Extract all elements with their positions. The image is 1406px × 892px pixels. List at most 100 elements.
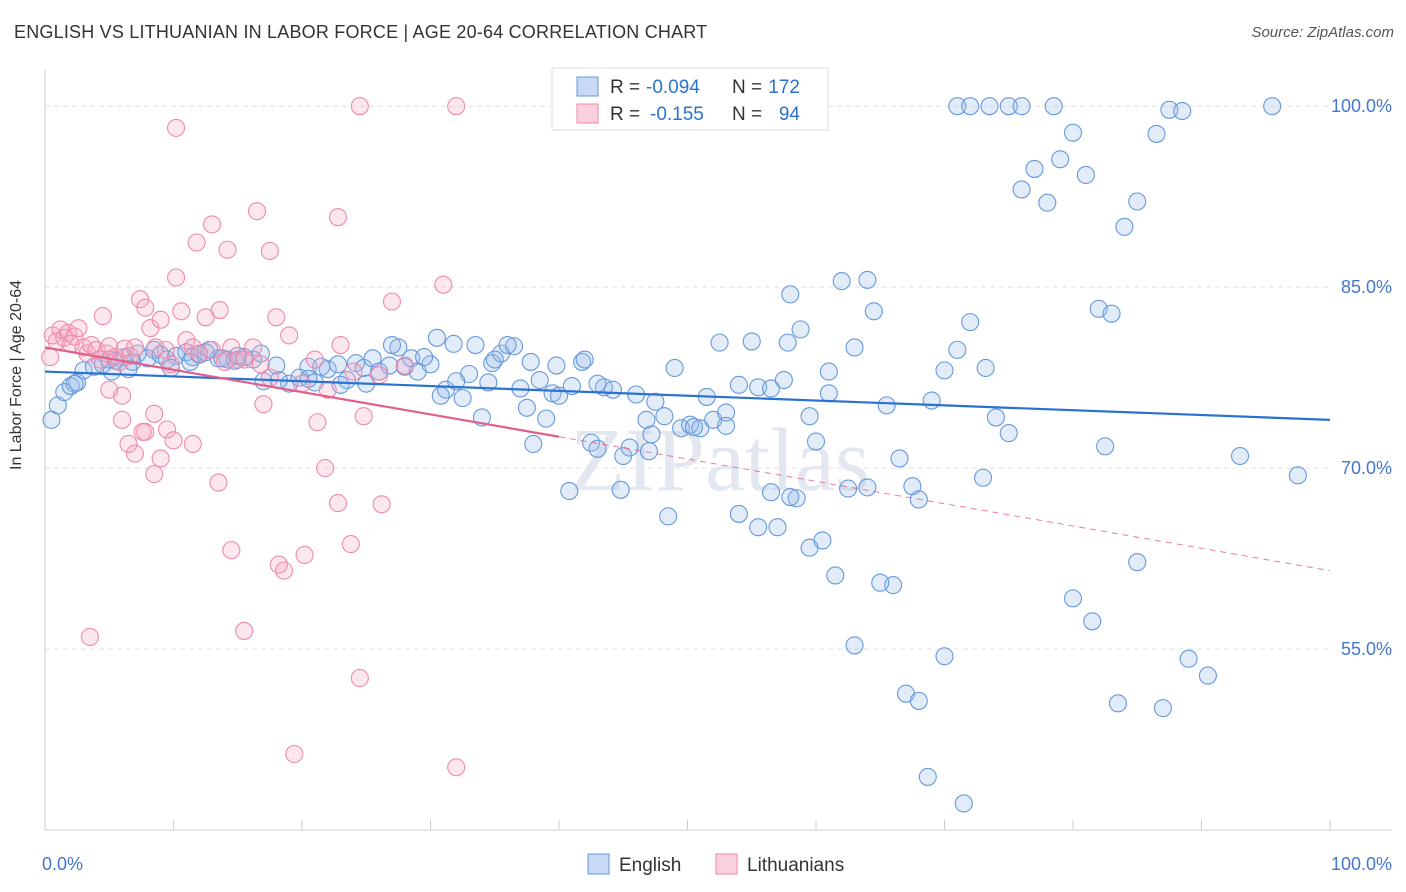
lithuanians-point-64 [113, 410, 132, 429]
english-point-190 [778, 333, 797, 352]
lithuanians-point-75 [235, 621, 254, 641]
english-point-90 [806, 432, 826, 451]
english-point-85 [761, 379, 781, 398]
chart-title: ENGLISH VS LITHUANIAN IN LABOR FORCE | A… [14, 22, 708, 42]
english-point-178 [588, 374, 607, 393]
english-point-139 [1096, 437, 1115, 456]
english-point-109 [1051, 150, 1070, 169]
english-point-141 [1128, 553, 1147, 572]
english-point-134 [999, 97, 1018, 116]
lithuanians-point-40 [235, 350, 254, 369]
english-point-82 [729, 375, 748, 394]
english-point-57 [521, 352, 540, 371]
english-point-115 [1128, 192, 1147, 211]
english-point-186 [431, 386, 450, 405]
legend-n-value-english: 172 [768, 77, 800, 98]
y-tick-label-1: 70.0% [1341, 458, 1392, 478]
english-point-174 [864, 302, 883, 321]
english-point-172 [871, 573, 890, 592]
english-point-130 [935, 647, 954, 666]
lithuanians-point-76 [254, 395, 273, 414]
lithuanians-point-78 [274, 561, 294, 580]
english-point-119 [761, 483, 781, 502]
lithuanians-point-69 [151, 449, 170, 468]
english-point-37 [354, 358, 373, 378]
english-point-123 [826, 566, 845, 585]
english-point-110 [1063, 123, 1083, 142]
lithuanians-point-66 [125, 444, 144, 463]
english-point-107 [1025, 159, 1044, 178]
english-point-181 [382, 335, 402, 355]
lithuanians-point-81 [308, 413, 327, 432]
english-point-73 [655, 407, 674, 426]
english-point-164 [642, 425, 661, 444]
english-point-81 [716, 403, 736, 422]
lithuanians-point-74 [222, 541, 241, 560]
english-point-5 [74, 361, 93, 380]
lithuanians-point-42 [251, 355, 270, 374]
lithuanians-point-39 [228, 350, 247, 369]
english-point-59 [537, 409, 556, 428]
english-point-86 [774, 370, 793, 390]
english-point-180 [447, 372, 466, 391]
lithuanians-point-54 [167, 118, 186, 137]
lithuanians-point-21 [125, 338, 144, 357]
lithuanians-point-80 [295, 545, 314, 565]
english-point-163 [611, 480, 630, 499]
english-point-89 [800, 407, 819, 426]
bottom-legend-swatch-lithuanians [715, 853, 738, 875]
english-point-102 [961, 313, 980, 332]
english-point-75 [672, 419, 691, 438]
lithuanians-point-11 [82, 335, 101, 355]
english-point-168 [749, 518, 768, 537]
english-point-166 [716, 416, 736, 435]
english-point-63 [573, 352, 592, 371]
english-point-45 [421, 355, 440, 374]
lithuanians-point-52 [382, 292, 402, 311]
lithuanians-point-27 [156, 340, 175, 359]
english-point-177 [954, 794, 973, 813]
english-point-55 [504, 337, 524, 356]
legend-r-label-lithuanians: R = [610, 104, 640, 125]
lithuanians-point-72 [183, 434, 202, 454]
english-point-116 [1147, 124, 1166, 143]
lithuanians-point-34 [196, 308, 215, 327]
english-point-150 [102, 362, 121, 381]
english-point-171 [839, 479, 858, 498]
bottom-legend-swatch-english [587, 853, 610, 875]
english-point-144 [1198, 666, 1217, 685]
lithuanians-point-49 [331, 335, 350, 355]
axes [44, 70, 1392, 831]
english-point-175 [637, 410, 656, 429]
lithuanians-point-84 [341, 535, 360, 554]
lithuanians-point-46 [292, 374, 312, 393]
english-point-58 [530, 370, 549, 390]
english-point-91 [819, 384, 838, 403]
legend-swatch-lithuanians [576, 103, 599, 124]
lithuanians-point-53 [395, 356, 414, 375]
lithuanians-point-62 [447, 97, 466, 116]
lithuanians-trend-line-extension [558, 436, 1331, 572]
english-point-69 [620, 438, 639, 457]
source-label: Source: ZipAtlas.com [1251, 24, 1394, 41]
bottom-legend-english: English [619, 855, 681, 876]
lithuanians-point-88 [447, 758, 466, 777]
y-tick-label-0: 55.0% [1341, 639, 1392, 659]
legend-n-label-lithuanians: N = [732, 104, 762, 125]
lithuanians-point-16 [100, 337, 119, 356]
english-point-146 [1263, 97, 1282, 116]
tick-labels: 55.0% 70.0% 85.0% 100.0% 0.0% 100.0% [42, 96, 1392, 874]
lithuanians-point-86 [350, 668, 369, 688]
lithuanians-point-87 [372, 495, 391, 514]
lithuanians-point-58 [247, 202, 267, 221]
english-point-173 [819, 362, 838, 381]
english-point-88 [791, 320, 810, 339]
english-point-159 [479, 373, 498, 392]
english-point-185 [312, 357, 331, 376]
lithuanians-point-73 [209, 473, 228, 492]
legend-swatch-english [576, 76, 599, 97]
lithuanians-point-91 [80, 627, 100, 647]
english-point-128 [909, 691, 928, 710]
english-point-124 [845, 636, 864, 655]
x-tick-label-0: 0.0% [42, 854, 83, 874]
